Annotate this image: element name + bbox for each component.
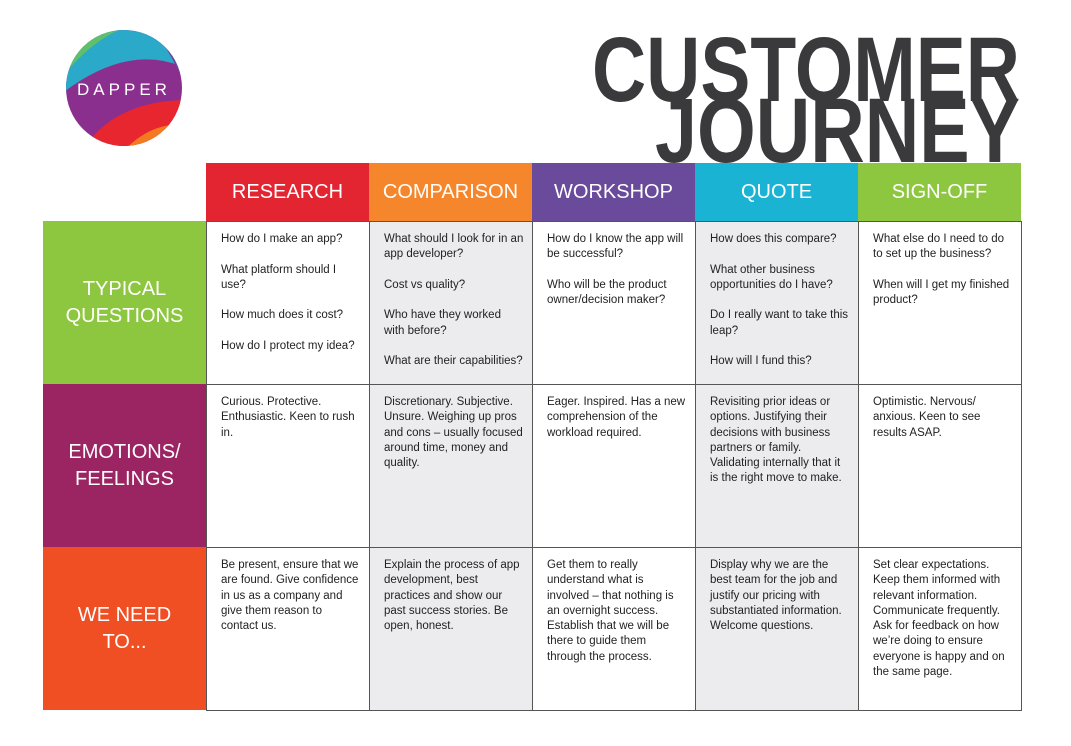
- cell: Eager. Inspired. Has a new comprehension…: [532, 384, 696, 548]
- cell-text: How much does it cost?: [221, 309, 344, 322]
- cell: How do I make an app? What platform shoul…: [206, 221, 370, 385]
- row-label: TYPICAL QUESTIONS: [43, 221, 206, 384]
- cell-text: Set clear expectations. Keep them inform…: [873, 559, 1005, 679]
- cell: Discretionary. Subjective. Unsure. Weigh…: [369, 384, 533, 548]
- cell: What else do I need to do to set up the …: [858, 221, 1022, 385]
- cell-text: Explain the process of app development, …: [384, 559, 520, 633]
- cell-text: Cost vs quality?: [384, 278, 466, 291]
- cell-text: What platform should I use?: [221, 263, 337, 291]
- cell: Get them to really understand what is in…: [532, 547, 696, 711]
- cell-text: Who have they worked with before?: [384, 309, 501, 337]
- cell-text: How does this compare?: [710, 233, 837, 245]
- cell-text: Optimistic. Nervous/ anxious. Keen to se…: [873, 396, 981, 439]
- title-line: JOURNEY: [655, 80, 1020, 170]
- cell-text: Eager. Inspired. Has a new comprehension…: [547, 396, 686, 439]
- cell: Display why we are the best team for the…: [695, 547, 859, 711]
- column-header: WORKSHOP: [532, 163, 695, 221]
- cell-text: What are their capabilities?: [384, 355, 523, 368]
- column-header: COMPARISON: [369, 163, 532, 221]
- cell: Explain the process of app development, …: [369, 547, 533, 711]
- cell-text: Do I really want to take this leap?: [710, 309, 849, 337]
- title-line: CUSTOMER: [592, 19, 1020, 121]
- cell-text: Be present, ensure that we are found. Gi…: [221, 559, 359, 633]
- logo-text: DAPPER: [77, 80, 171, 99]
- cell-text: How do I know the app will be successful…: [547, 233, 684, 261]
- column-header: SIGN-OFF: [858, 163, 1021, 221]
- cell-text: Who will be the product owner/decision m…: [547, 278, 667, 307]
- cell-text: Revisiting prior ideas or options. Justi…: [710, 396, 842, 485]
- header: DAPPER CUSTOMER JOURNEY: [66, 19, 1020, 170]
- row-label-line: EMOTIONS/: [68, 440, 181, 463]
- row-label-line: FEELINGS: [75, 467, 174, 490]
- row-label-line: TO...: [102, 630, 147, 653]
- row-label-line: QUESTIONS: [65, 304, 184, 327]
- cell-text: Discretionary. Subjective. Unsure. Weigh…: [384, 396, 523, 470]
- cell: How do I know the app will be successful…: [532, 221, 696, 385]
- cell-text: Display why we are the best team for the…: [710, 559, 842, 633]
- cell: What should I look for in an app develop…: [369, 221, 533, 385]
- column-header: RESEARCH: [206, 163, 369, 221]
- row-label-line: WE NEED: [77, 603, 172, 626]
- cell: Be present, ensure that we are found. Gi…: [206, 547, 370, 711]
- row-label: EMOTIONS/FEELINGS: [43, 384, 206, 547]
- cell-text: What should I look for in an app develop…: [384, 233, 524, 261]
- cell-text: Get them to really understand what is in…: [547, 559, 674, 663]
- cell-text: How do I make an app?: [221, 233, 343, 245]
- cell: How does this compare? What other busines…: [695, 221, 859, 385]
- cell-text: What other business opportunities do I h…: [710, 263, 833, 291]
- cell: Curious. Protective. Enthusiastic. Keen …: [206, 384, 370, 548]
- cell-text: When will I get my finished product?: [873, 278, 1010, 307]
- row-label: WE NEED TO...: [43, 547, 206, 710]
- cell-text: How will I fund this?: [710, 355, 812, 368]
- row-label-line: TYPICAL: [82, 277, 167, 300]
- cell: Revisiting prior ideas or options. Justi…: [695, 384, 859, 548]
- cell-text: What else do I need to do to set up the …: [873, 233, 1005, 261]
- column-header: QUOTE: [695, 163, 858, 221]
- cell-text: Curious. Protective. Enthusiastic. Keen …: [221, 396, 355, 439]
- cell: Optimistic. Nervous/ anxious. Keen to se…: [858, 384, 1022, 548]
- cell: Set clear expectations. Keep them inform…: [858, 547, 1022, 711]
- cell-text: How do I protect my idea?: [221, 340, 355, 353]
